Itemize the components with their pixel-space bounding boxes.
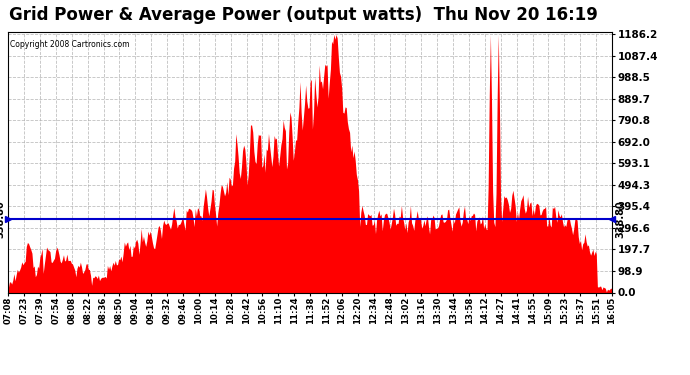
Text: 338.80: 338.80	[0, 200, 6, 238]
Text: Copyright 2008 Cartronics.com: Copyright 2008 Cartronics.com	[10, 40, 130, 49]
Text: 338.80: 338.80	[615, 200, 625, 238]
Text: Grid Power & Average Power (output watts)  Thu Nov 20 16:19: Grid Power & Average Power (output watts…	[9, 6, 598, 24]
